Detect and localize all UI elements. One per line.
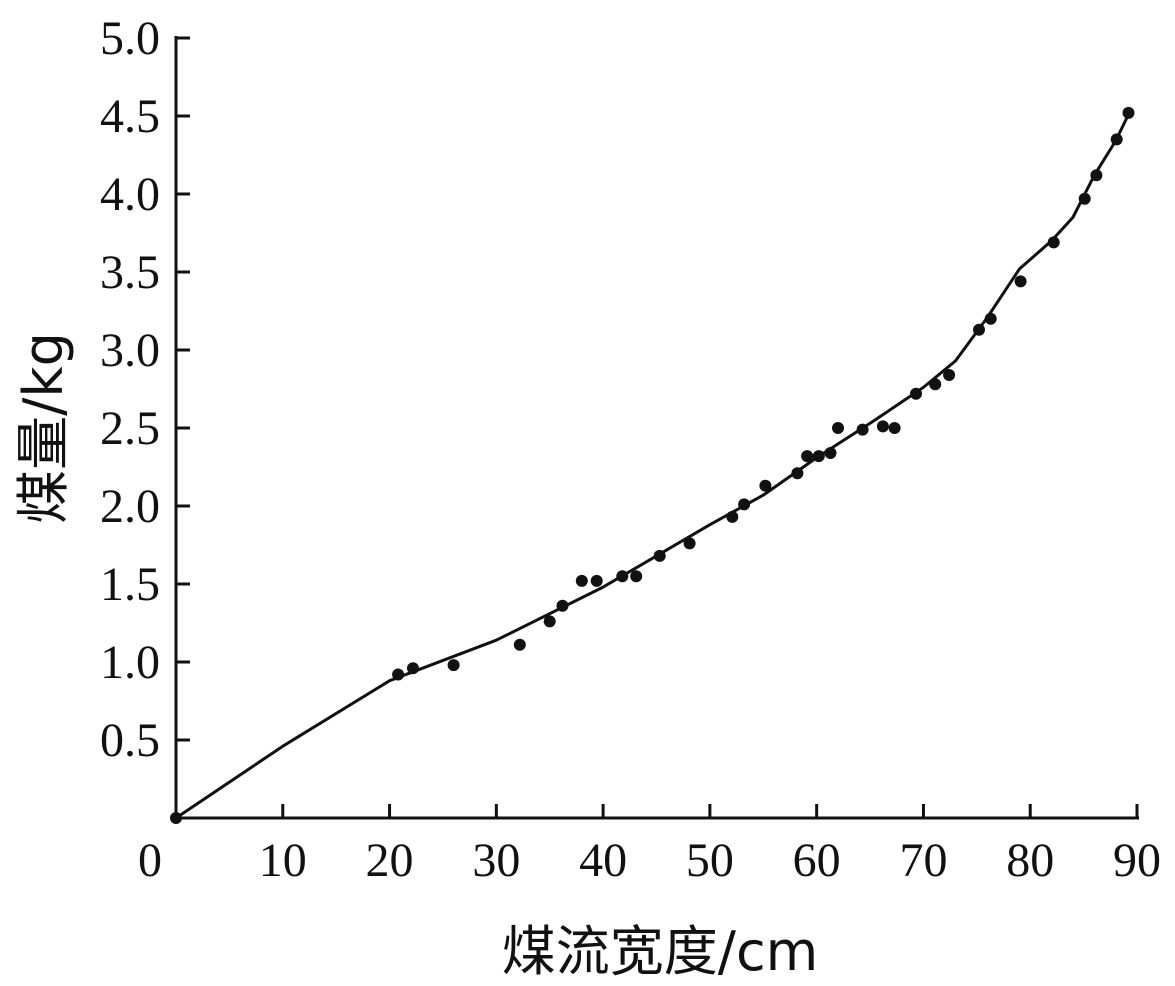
x-tick-label: 70: [899, 834, 947, 887]
data-point: [1090, 169, 1103, 182]
data-point: [392, 668, 405, 681]
y-axis-title: 煤量/kg: [12, 332, 75, 524]
data-point: [1122, 106, 1135, 119]
data-point: [801, 450, 814, 463]
data-point: [1014, 275, 1027, 288]
data-point: [1110, 133, 1123, 146]
y-tick-label: 3.0: [100, 324, 160, 377]
data-point: [1047, 236, 1060, 249]
data-point: [856, 423, 869, 436]
x-axis-title: 煤流宽度/cm: [502, 920, 819, 983]
data-point: [929, 378, 942, 391]
x-tick-label: 60: [793, 834, 841, 887]
y-axis-ticks: 0.5 1.0 1.5 2.0 2.5 3.0 3.5 4.0 4.5 5.0: [100, 12, 190, 767]
data-point: [910, 387, 922, 400]
data-point: [888, 422, 901, 434]
y-tick-label: 1.0: [100, 636, 160, 689]
x-tick-label: 50: [686, 834, 734, 887]
data-point: [943, 369, 956, 381]
y-tick-label: 1.5: [100, 558, 160, 611]
data-point: [984, 312, 997, 325]
data-point: [407, 662, 419, 675]
x-tick-label: 30: [472, 834, 520, 887]
data-point: [575, 574, 588, 587]
data-point: [1078, 192, 1091, 205]
y-tick-label: 0.5: [100, 714, 160, 767]
data-point: [726, 510, 739, 523]
fit-curve: [175, 113, 1130, 820]
x-axis-ticks: 0 10 20 30 40 50 60 70 80 90: [138, 804, 1161, 887]
data-point: [759, 479, 772, 492]
x-tick-label: 80: [1006, 834, 1054, 887]
data-point: [876, 420, 889, 433]
data-point: [447, 659, 460, 672]
data-point: [616, 570, 629, 583]
data-point: [170, 812, 182, 824]
x-tick-label: 20: [366, 834, 414, 887]
y-tick-label: 2.0: [100, 480, 160, 533]
data-point: [738, 498, 751, 511]
data-point: [832, 422, 844, 434]
x-tick-label: 0: [138, 834, 162, 887]
data-point: [812, 450, 825, 463]
data-point: [653, 549, 666, 562]
x-tick-label: 10: [259, 834, 307, 887]
x-tick-label: 40: [579, 834, 627, 887]
data-point: [590, 574, 603, 587]
x-tick-label: 90: [1113, 834, 1161, 887]
data-points: [170, 106, 1135, 824]
data-point: [513, 638, 526, 651]
data-point: [630, 570, 643, 583]
data-point: [556, 599, 569, 612]
y-tick-label: 4.0: [100, 168, 160, 221]
data-point: [973, 323, 985, 336]
data-point: [683, 537, 696, 550]
y-tick-label: 4.5: [100, 90, 160, 143]
data-point: [543, 615, 556, 628]
data-point: [791, 467, 804, 480]
y-tick-label: 2.5: [100, 402, 160, 455]
data-point: [824, 447, 837, 459]
y-tick-label: 5.0: [100, 12, 160, 65]
y-tick-label: 3.5: [100, 246, 160, 299]
